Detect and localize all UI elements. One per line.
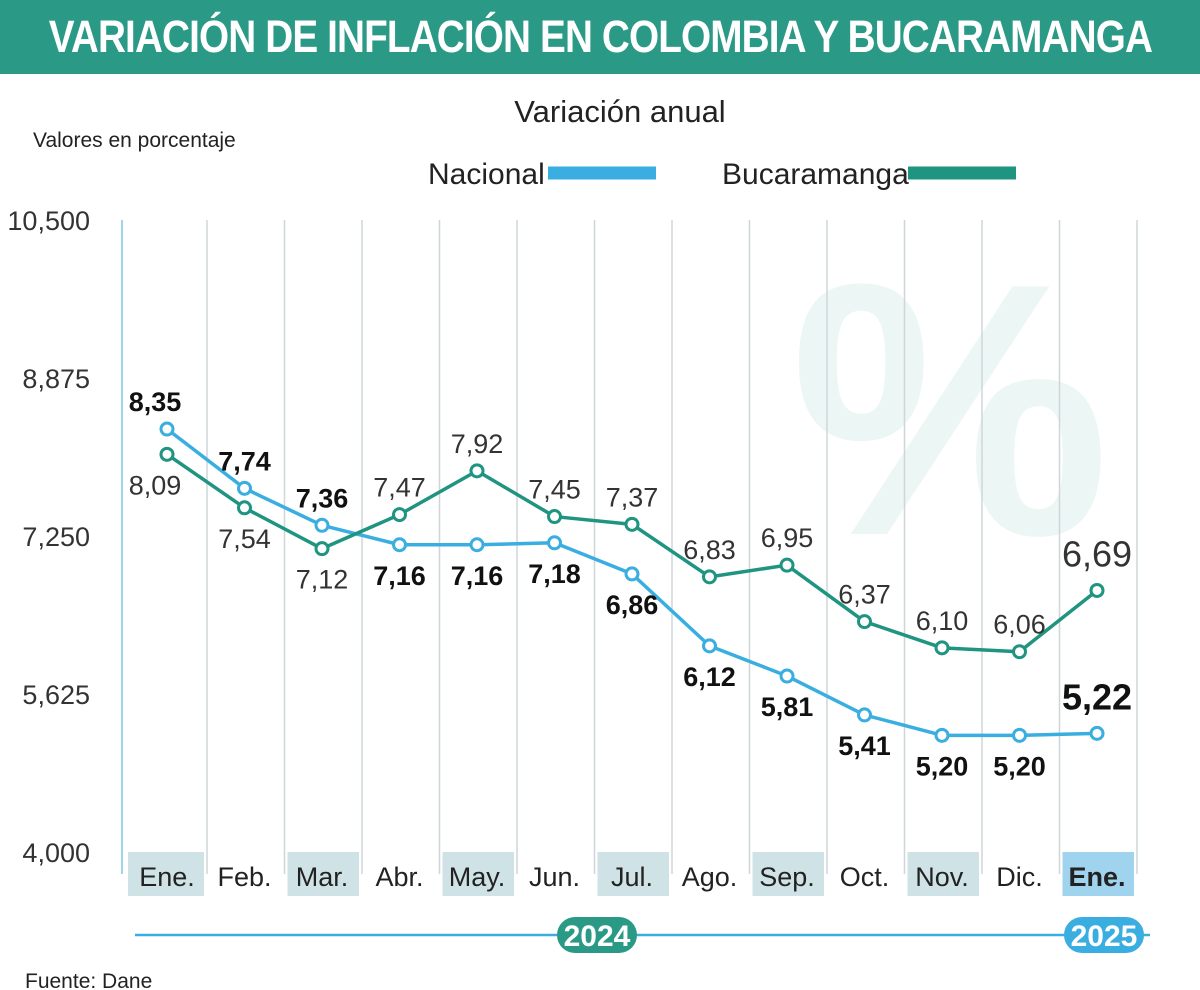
- x-tick-label: Ene.: [1068, 862, 1125, 892]
- data-point-bucaramanga: [779, 557, 795, 573]
- y-tick-label: 4,000: [22, 838, 90, 868]
- data-label-bucaramanga: 7,54: [218, 524, 271, 554]
- data-point-bucaramanga: [624, 516, 640, 532]
- x-tick-label: Ago.: [682, 862, 738, 892]
- data-point-nacional: [159, 421, 175, 437]
- category-band: [128, 852, 204, 896]
- x-tick-label: Abr.: [375, 862, 423, 892]
- data-label-bucaramanga: 8,09: [129, 470, 182, 500]
- data-label-bucaramanga: 6,83: [683, 535, 736, 565]
- data-point-bucaramanga: [469, 463, 485, 479]
- inflation-line-chart: % Variación anual Valores en porcentaje Na…: [7, 94, 1150, 990]
- year-label-2024: 2024: [564, 920, 631, 953]
- percent-watermark: %: [790, 209, 1110, 611]
- x-tick-label: Feb.: [217, 862, 271, 892]
- data-label-nacional: 5,22: [1062, 676, 1132, 717]
- data-point-bucaramanga: [547, 509, 562, 525]
- data-point-nacional: [934, 727, 950, 743]
- data-label-nacional: 5,41: [838, 731, 891, 761]
- chart-subtitle: Variación anual: [514, 94, 725, 129]
- data-label-nacional: 7,16: [451, 561, 504, 591]
- category-band: [597, 852, 669, 896]
- data-point-bucaramanga: [392, 507, 407, 523]
- data-label-bucaramanga: 6,69: [1062, 533, 1132, 574]
- legend-label-bucaramanga: Bucaramanga: [722, 158, 909, 191]
- x-tick-label: Oct.: [840, 862, 890, 892]
- category-band: [1062, 852, 1134, 896]
- data-label-nacional: 5,81: [761, 692, 814, 722]
- data-label-nacional: 7,18: [528, 559, 581, 589]
- data-point-nacional: [469, 537, 485, 553]
- data-point-bucaramanga: [1012, 644, 1027, 660]
- category-band: [752, 852, 824, 896]
- data-label-nacional: 7,36: [296, 483, 349, 513]
- x-tick-label: Jun.: [529, 862, 580, 892]
- data-point-nacional: [1089, 725, 1105, 741]
- year-badge-2025: [1064, 917, 1144, 953]
- x-tick-label: Dic.: [996, 862, 1043, 892]
- x-tick-label: Mar.: [296, 862, 349, 892]
- chart-title: VARIACIÓN DE INFLACIÓN EN COLOMBIA Y BUC…: [48, 11, 1152, 62]
- data-label-nacional: 6,86: [606, 590, 659, 620]
- data-label-bucaramanga: 7,92: [451, 429, 504, 459]
- data-label-bucaramanga: 7,47: [373, 473, 426, 503]
- data-point-nacional: [547, 535, 562, 551]
- data-label-nacional: 7,74: [218, 446, 271, 476]
- data-point-nacional: [314, 517, 330, 533]
- data-point-nacional: [702, 638, 717, 654]
- y-tick-label: 7,250: [22, 522, 90, 552]
- y-tick-label: 8,875: [22, 364, 90, 394]
- data-point-bucaramanga: [237, 500, 252, 516]
- data-label-nacional: 5,20: [993, 751, 1046, 781]
- units-label: Valores en porcentaje: [33, 129, 236, 152]
- data-point-bucaramanga: [159, 446, 175, 462]
- data-label-nacional: 5,20: [916, 751, 969, 781]
- data-point-bucaramanga: [857, 614, 872, 630]
- data-point-nacional: [392, 537, 407, 553]
- x-tick-label: May.: [449, 862, 506, 892]
- data-point-bucaramanga: [314, 541, 330, 557]
- category-band: [287, 852, 359, 896]
- data-label-nacional: 8,35: [129, 387, 182, 417]
- data-label-nacional: 6,12: [683, 662, 736, 692]
- data-label-bucaramanga: 7,45: [528, 475, 581, 505]
- x-tick-label: Nov.: [915, 862, 969, 892]
- data-label-nacional: 7,16: [373, 561, 426, 591]
- data-label-bucaramanga: 6,10: [916, 606, 969, 636]
- y-tick-label: 10,500: [7, 206, 90, 236]
- data-point-bucaramanga: [934, 640, 950, 656]
- data-label-bucaramanga: 7,12: [296, 565, 349, 595]
- year-badge-2024: [557, 917, 637, 953]
- data-label-bucaramanga: 6,37: [838, 580, 891, 610]
- legend-label-nacional: Nacional: [428, 158, 545, 191]
- data-point-nacional: [857, 707, 872, 723]
- y-tick-label: 5,625: [22, 680, 90, 710]
- data-label-bucaramanga: 6,95: [761, 523, 814, 553]
- data-point-bucaramanga: [702, 569, 717, 585]
- data-label-bucaramanga: 7,37: [606, 482, 659, 512]
- x-tick-label: Ene.: [139, 862, 195, 892]
- x-tick-label: Sep.: [759, 862, 815, 892]
- category-band: [442, 852, 514, 896]
- data-point-bucaramanga: [1089, 582, 1105, 598]
- data-label-bucaramanga: 6,06: [993, 610, 1046, 640]
- source-note: Fuente: Dane: [25, 970, 152, 990]
- title-banner: VARIACIÓN DE INFLACIÓN EN COLOMBIA Y BUC…: [0, 0, 1200, 74]
- data-point-nacional: [624, 566, 640, 582]
- data-point-nacional: [237, 480, 252, 496]
- category-band: [907, 852, 979, 896]
- data-point-nacional: [779, 668, 795, 684]
- x-tick-label: Jul.: [611, 862, 653, 892]
- year-label-2025: 2025: [1071, 920, 1138, 953]
- data-point-nacional: [1012, 727, 1027, 743]
